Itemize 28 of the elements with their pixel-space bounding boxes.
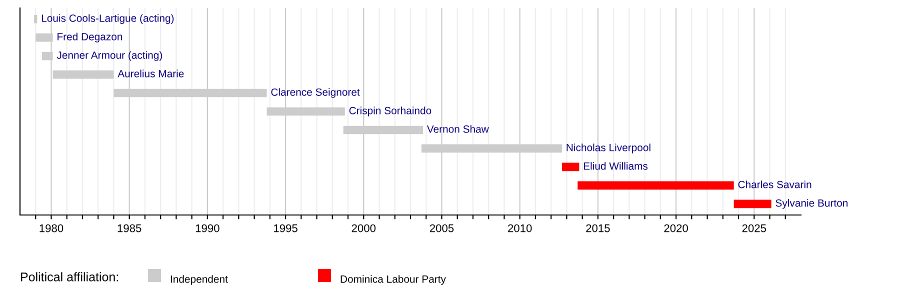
x-tick-label: 1985 xyxy=(118,224,142,232)
x-tick-label: 2010 xyxy=(508,224,532,232)
x-tick-label: 2005 xyxy=(430,224,454,232)
y-tick-label: Louis Cools-Lartigue (acting) xyxy=(42,14,174,24)
x-tick-label: 1990 xyxy=(196,224,220,232)
x-tick-label: 2000 xyxy=(352,224,376,232)
legend-title: Political affiliation: xyxy=(21,272,118,282)
legend-label: Independent xyxy=(170,275,228,285)
y-tick-label: Nicholas Liverpool xyxy=(566,144,650,154)
y-tick-label: Eliud Williams xyxy=(584,162,648,170)
y-tick-label: Sylvanie Burton xyxy=(776,199,848,209)
x-tick-label: 2025 xyxy=(742,224,766,232)
legend-label: Dominica Labour Party xyxy=(340,275,446,285)
y-tick-label: Vernon Shaw xyxy=(426,125,489,133)
y-tick-label: Clarence Seignoret xyxy=(271,88,360,98)
x-tick-label: 2015 xyxy=(586,224,610,232)
y-tick-label: Aurelius Marie xyxy=(118,70,184,78)
y-tick-label: Crispin Sorhaindo xyxy=(349,106,432,116)
y-tick-label: Jenner Armour (acting) xyxy=(56,51,162,61)
y-tick-label: Charles Savarin xyxy=(738,180,812,188)
bar xyxy=(34,14,38,24)
bar xyxy=(562,162,580,172)
y-tick-label: Fred Degazon xyxy=(58,32,122,42)
x-tick-label: 1980 xyxy=(40,224,64,232)
bar xyxy=(578,181,734,190)
x-tick-label: 2020 xyxy=(664,224,688,232)
bar xyxy=(734,200,772,208)
x-tick-label: 1995 xyxy=(274,224,298,232)
